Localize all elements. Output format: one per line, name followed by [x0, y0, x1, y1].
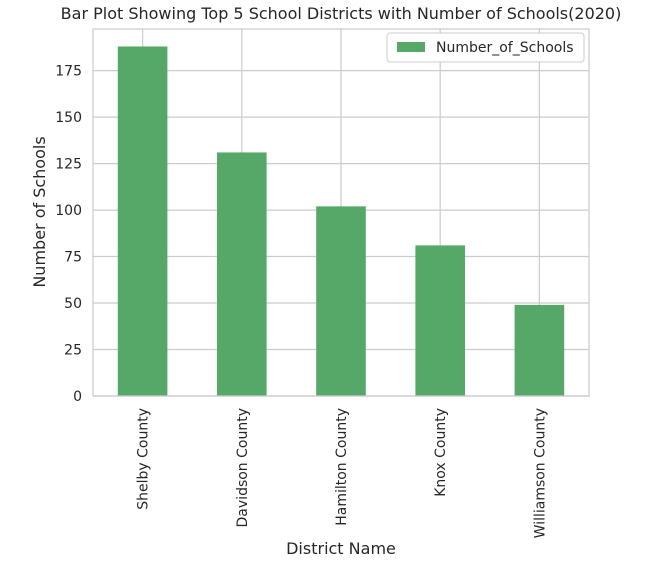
plot-frame [92, 28, 590, 397]
chart-title: Bar Plot Showing Top 5 School Districts … [61, 4, 622, 23]
bar-knox-county [415, 245, 465, 396]
bar-davidson-county [217, 152, 267, 396]
y-tick-label-0: 0 [73, 389, 82, 405]
bar-shelby-county [117, 46, 168, 396]
legend: Number_of_Schools [386, 32, 585, 63]
y-tick-label-4: 100 [55, 203, 82, 219]
legend-label: Number_of_Schools [436, 40, 574, 56]
legend-box [386, 32, 585, 63]
bars-group [117, 46, 565, 396]
y-tick-label-3: 75 [64, 250, 82, 266]
legend-swatch [397, 42, 425, 52]
x-tick-label-4: Williamson County [532, 408, 548, 538]
x-tick-label-1: Davidson County [235, 408, 251, 527]
bar-hamilton-county [316, 206, 366, 396]
x-axis-label: District Name [286, 539, 396, 558]
bar-williamson-county [514, 304, 565, 396]
x-tick-labels: Shelby County Davidson County Hamilton Cou… [136, 408, 549, 538]
x-tick-label-0: Shelby County [136, 408, 152, 510]
x-tick-label-2: Hamilton County [334, 408, 350, 526]
y-tick-label-2: 50 [64, 296, 82, 312]
y-tick-labels: 0 25 50 75 100 125 150 175 [55, 64, 82, 405]
y-tick-label-6: 150 [55, 110, 82, 126]
y-tick-label-5: 125 [55, 157, 82, 173]
x-tick-label-3: Knox County [433, 408, 449, 497]
y-axis-label: Number of Schools [30, 136, 49, 287]
y-tick-label-7: 175 [55, 64, 82, 80]
y-tick-label-1: 25 [64, 343, 82, 359]
